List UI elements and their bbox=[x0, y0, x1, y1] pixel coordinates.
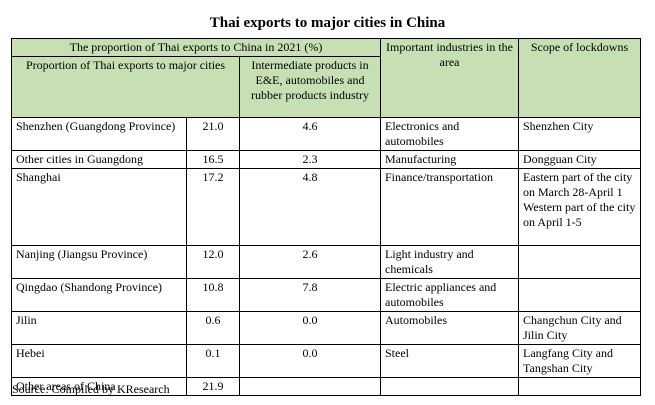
city-cell: Hebei bbox=[11, 344, 187, 378]
intermediate-cell: 0.0 bbox=[239, 344, 381, 378]
city-cell: Other areas of China bbox=[11, 377, 187, 396]
intermediate-cell: 4.8 bbox=[239, 168, 381, 246]
city-cell: Jilin bbox=[11, 311, 187, 345]
header-intermediate: Intermediate products in E&E, automobile… bbox=[239, 56, 381, 118]
proportion-cell: 17.2 bbox=[186, 168, 240, 246]
intermediate-cell bbox=[239, 377, 381, 396]
intermediate-cell: 2.6 bbox=[239, 245, 381, 279]
industry-cell: Light industry and chemicals bbox=[380, 245, 519, 279]
lockdown-eastern: Eastern part of the city on March 28-Apr… bbox=[523, 170, 633, 199]
industry-cell: Automobiles bbox=[380, 311, 519, 345]
table-row: Shanghai 17.2 4.8 Finance/transportation… bbox=[11, 168, 641, 246]
lockdown-cell bbox=[518, 377, 641, 396]
industry-cell bbox=[380, 377, 519, 396]
intermediate-cell: 2.3 bbox=[239, 150, 381, 169]
industry-cell: Finance/transportation bbox=[380, 168, 519, 246]
lockdown-cell: Dongguan City bbox=[518, 150, 641, 169]
table-row: Qingdao (Shandong Province) 10.8 7.8 Ele… bbox=[11, 278, 641, 312]
table-row: Shenzhen (Guangdong Province) 21.0 4.6 E… bbox=[11, 117, 641, 151]
lockdown-cell: Eastern part of the city on March 28-Apr… bbox=[518, 168, 641, 246]
industry-cell: Electric appliances and automobiles bbox=[380, 278, 519, 312]
city-cell: Shanghai bbox=[11, 168, 187, 246]
lockdown-cell: Shenzhen City bbox=[518, 117, 641, 151]
lockdown-cell: Changchun City and Jilin City bbox=[518, 311, 641, 345]
proportion-cell: 0.1 bbox=[186, 344, 240, 378]
industry-cell: Steel bbox=[380, 344, 519, 378]
table-row: Hebei 0.1 0.0 Steel Langfang City and Ta… bbox=[11, 344, 641, 378]
proportion-cell: 21.0 bbox=[186, 117, 240, 151]
source-note: Source: Compiled by KResearch bbox=[12, 382, 170, 396]
header-lockdowns: Scope of lockdowns bbox=[518, 38, 641, 118]
exports-table: The proportion of Thai exports to China … bbox=[11, 38, 641, 396]
header-proportion-major: Proportion of Thai exports to major citi… bbox=[11, 56, 240, 118]
industry-cell: Electronics and automobiles bbox=[380, 117, 519, 151]
city-cell: Other cities in Guangdong bbox=[11, 150, 187, 169]
header-proportion-group: The proportion of Thai exports to China … bbox=[11, 38, 381, 57]
city-cell: Nanjing (Jiangsu Province) bbox=[11, 245, 187, 279]
table-title: Thai exports to major cities in China bbox=[209, 15, 446, 31]
proportion-cell: 10.8 bbox=[186, 278, 240, 312]
table-row: Other cities in Guangdong 16.5 2.3 Manuf… bbox=[11, 150, 641, 169]
proportion-cell: 21.9 bbox=[186, 377, 240, 396]
proportion-cell: 0.6 bbox=[186, 311, 240, 345]
lockdown-cell: Langfang City and Tangshan City bbox=[518, 344, 641, 378]
intermediate-cell: 4.6 bbox=[239, 117, 381, 151]
lockdown-cell bbox=[518, 245, 641, 279]
industry-cell: Manufacturing bbox=[380, 150, 519, 169]
table-row: Nanjing (Jiangsu Province) 12.0 2.6 Ligh… bbox=[11, 245, 641, 279]
proportion-cell: 12.0 bbox=[186, 245, 240, 279]
intermediate-cell: 7.8 bbox=[239, 278, 381, 312]
city-cell: Shenzhen (Guangdong Province) bbox=[11, 117, 187, 151]
lockdown-cell bbox=[518, 278, 641, 312]
table-row: Jilin 0.6 0.0 Automobiles Changchun City… bbox=[11, 311, 641, 345]
table-row: Other areas of China 21.9 bbox=[11, 377, 641, 396]
intermediate-cell: 0.0 bbox=[239, 311, 381, 345]
lockdown-western: Western part of the city on April 1-5 bbox=[523, 200, 636, 229]
city-cell: Qingdao (Shandong Province) bbox=[11, 278, 187, 312]
header-industries: Important industries in the area bbox=[380, 38, 519, 118]
proportion-cell: 16.5 bbox=[186, 150, 240, 169]
